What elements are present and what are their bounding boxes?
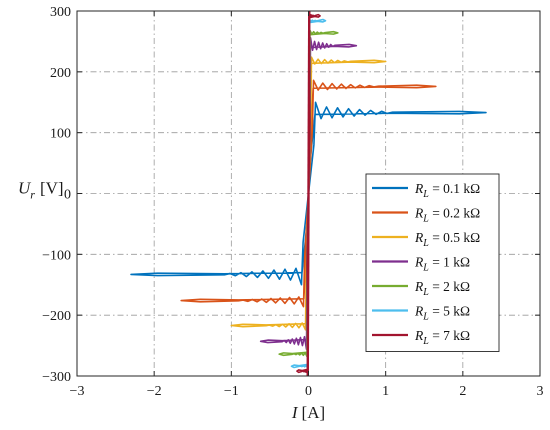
- legend-symbol: R: [414, 279, 424, 294]
- legend-entry: RL = 1 kΩ: [372, 255, 470, 274]
- legend-subscript: L: [422, 312, 429, 323]
- legend-value: = 7 kΩ: [429, 328, 470, 343]
- legend-label: RL = 7 kΩ: [414, 328, 470, 347]
- x-tick-label: −2: [147, 384, 162, 399]
- x-tick-label: −1: [224, 384, 239, 399]
- legend-value: = 2 kΩ: [429, 279, 470, 294]
- x-axis-symbol: I: [291, 403, 299, 422]
- legend-label: RL = 2 kΩ: [414, 279, 470, 298]
- legend-label: RL = 0.5 kΩ: [414, 230, 480, 249]
- y-tick-label: −200: [42, 309, 71, 324]
- series-line-positive: [307, 79, 437, 194]
- legend-value: = 0.1 kΩ: [429, 181, 480, 196]
- series-line-negative: [180, 193, 310, 308]
- legend-subscript: L: [422, 214, 429, 225]
- series-0: [130, 101, 487, 286]
- legend-symbol: R: [414, 206, 424, 221]
- y-tick-label: 300: [50, 5, 71, 20]
- x-tick-label: 3: [537, 384, 544, 399]
- y-axis-symbol: U: [18, 179, 32, 198]
- legend-symbol: R: [414, 304, 424, 319]
- legend-entry: RL = 0.1 kΩ: [372, 181, 480, 200]
- series-center-trace: [306, 10, 311, 377]
- y-axis-title: Ur [V]: [18, 179, 64, 202]
- series-line-positive: [307, 101, 487, 194]
- y-tick-label: 200: [50, 66, 71, 81]
- legend-subscript: L: [422, 287, 429, 298]
- legend-entry: RL = 0.5 kΩ: [372, 230, 480, 249]
- y-tick-label: −100: [42, 248, 71, 263]
- series-line-negative: [278, 193, 310, 358]
- series-line-positive: [307, 36, 358, 194]
- legend-value: = 5 kΩ: [429, 304, 470, 319]
- y-tick-label: 0: [64, 188, 71, 203]
- x-tick-label: −3: [70, 384, 85, 399]
- legend-label: RL = 0.2 kΩ: [414, 206, 480, 225]
- legend-value: = 0.2 kΩ: [429, 206, 480, 221]
- legend-subscript: L: [422, 336, 429, 347]
- y-axis-unit: [V]: [40, 179, 64, 198]
- legend-symbol: R: [414, 255, 424, 270]
- axis-ticks: −3 −2 −1 0 1 2 3 −300 −200 −100 0 100 200 300: [42, 5, 543, 399]
- legend-entry: RL = 2 kΩ: [372, 279, 470, 298]
- legend-value: = 0.5 kΩ: [429, 230, 480, 245]
- legend-label: RL = 0.1 kΩ: [414, 181, 480, 200]
- x-tick-label: 2: [459, 384, 466, 399]
- series-line-negative: [230, 193, 310, 331]
- legend-subscript: L: [422, 189, 429, 200]
- legend-symbol: R: [414, 181, 424, 196]
- legend-subscript: L: [422, 263, 429, 274]
- legend-box: [365, 173, 500, 352]
- legend-label: RL = 1 kΩ: [414, 255, 470, 274]
- legend-entry: RL = 7 kΩ: [372, 328, 470, 347]
- x-axis-title: I [A]: [291, 403, 325, 422]
- series-line-positive: [307, 56, 387, 194]
- x-axis-unit: [A]: [302, 403, 326, 422]
- legend-value: = 1 kΩ: [429, 255, 470, 270]
- legend-entry: RL = 5 kΩ: [372, 304, 470, 323]
- y-axis-subscript: r: [30, 188, 35, 202]
- series-1: [180, 79, 437, 308]
- series-line-positive: [307, 29, 339, 194]
- x-tick-label: 0: [305, 384, 312, 399]
- legend-entry: RL = 0.2 kΩ: [372, 206, 480, 225]
- y-tick-label: −300: [42, 370, 71, 385]
- series-4: [278, 29, 339, 358]
- x-tick-label: 1: [382, 384, 389, 399]
- series-layer: [130, 10, 487, 377]
- legend-label: RL = 5 kΩ: [414, 304, 470, 323]
- series-line-negative: [259, 193, 310, 351]
- legend-subscript: L: [422, 238, 429, 249]
- series-3: [259, 36, 358, 351]
- legend-symbol: R: [414, 328, 424, 343]
- series-2: [230, 56, 387, 331]
- legend-symbol: R: [414, 230, 424, 245]
- series-line-negative: [130, 193, 310, 286]
- y-tick-label: 100: [50, 127, 71, 142]
